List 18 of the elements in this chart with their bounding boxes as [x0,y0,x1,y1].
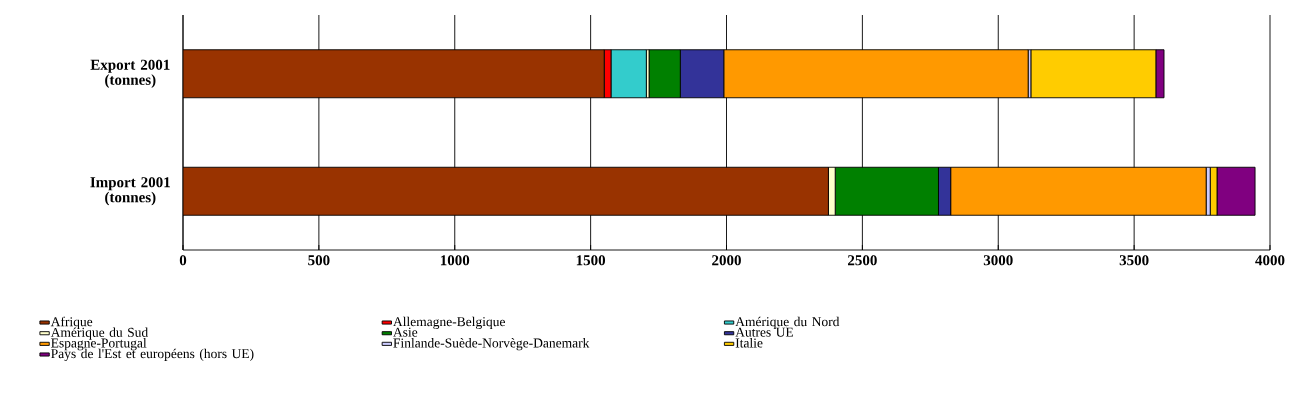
x-tick-label: 3500 [1119,255,1149,266]
x-tick-label: 2500 [848,255,877,266]
bar [183,49,605,99]
legend-label: Allemagne-Belgique [393,316,505,329]
x-tick-label: 1000 [440,255,470,266]
x-tick-label: 3000 [983,255,1013,266]
legend-label: Italie [735,338,763,348]
bar [183,166,829,216]
legend-label: Afrique [50,316,93,330]
y-tick-label: Export 2001 (tonnes) [90,59,170,88]
x-tick-label: 0 [179,255,187,266]
x-tick-label: 500 [308,255,330,266]
y-tick-label: Import 2001 (tonnes) [90,177,170,206]
legend-label: Asie [393,327,418,337]
x-tick-label: 1500 [576,255,606,266]
x-tick-label: 4000 [1255,255,1285,266]
legend-label: Finlande-Suède-Norvège-Danemark [393,338,590,351]
x-tick-label: 2000 [712,255,741,266]
